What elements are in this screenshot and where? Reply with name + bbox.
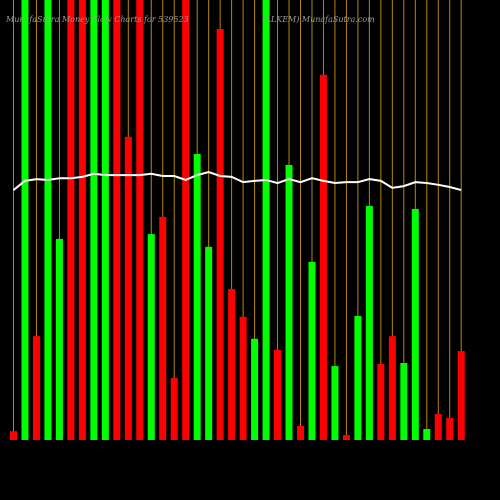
bar	[205, 246, 213, 440]
bar	[262, 0, 270, 440]
bar	[457, 351, 465, 440]
bar	[21, 0, 29, 440]
money-flow-line	[12, 170, 462, 192]
bar	[274, 349, 282, 440]
bar	[239, 316, 247, 440]
bar	[297, 425, 304, 440]
bar	[411, 209, 419, 440]
bar	[285, 165, 293, 440]
bar	[388, 336, 396, 440]
bar	[78, 0, 86, 440]
plot-area	[10, 0, 465, 440]
chart-title: MunafaSutra Money Flow Charts for 539523	[5, 15, 189, 24]
bar	[67, 0, 75, 440]
bar	[434, 414, 442, 440]
bar	[170, 377, 178, 440]
bar	[342, 435, 350, 440]
bar	[423, 429, 431, 440]
bar	[136, 0, 144, 440]
bar	[147, 234, 155, 440]
bar	[90, 0, 98, 440]
bar	[251, 338, 259, 440]
bar	[446, 418, 454, 440]
bar	[377, 363, 385, 440]
chart-subtitle: (ALKEM) MunafaSutra.com	[262, 15, 375, 24]
bar	[193, 154, 201, 440]
bar	[216, 29, 224, 440]
bar	[400, 363, 408, 440]
bar	[319, 74, 327, 440]
bar	[159, 216, 167, 440]
bar	[113, 0, 121, 440]
bar	[32, 336, 40, 440]
bar	[228, 289, 236, 440]
bar	[354, 315, 362, 440]
bar	[10, 431, 17, 440]
bar	[308, 261, 316, 440]
bar	[124, 136, 132, 440]
bar	[101, 0, 109, 440]
bar	[182, 0, 190, 440]
bar	[365, 205, 373, 440]
bar	[55, 238, 63, 440]
bar	[44, 0, 52, 440]
bar	[331, 366, 339, 440]
